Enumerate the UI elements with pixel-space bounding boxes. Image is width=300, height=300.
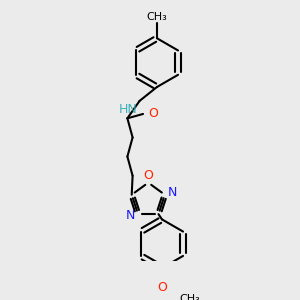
Text: N: N: [168, 187, 177, 200]
Text: HN: HN: [119, 103, 138, 116]
Text: N: N: [125, 209, 135, 222]
Text: O: O: [143, 169, 153, 182]
Text: O: O: [148, 107, 158, 121]
Text: CH₃: CH₃: [147, 11, 167, 22]
Text: CH₃: CH₃: [179, 294, 200, 300]
Text: O: O: [157, 281, 167, 294]
